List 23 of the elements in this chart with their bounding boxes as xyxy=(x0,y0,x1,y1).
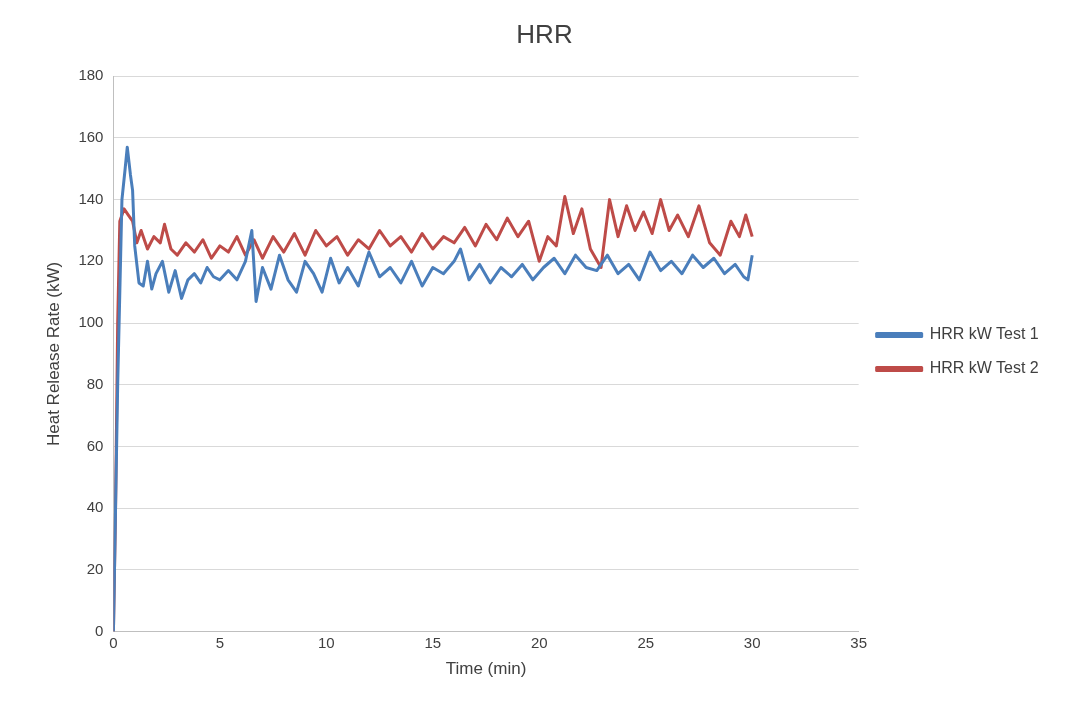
x-tick-label: 15 xyxy=(424,633,442,651)
y-tick-label: 40 xyxy=(86,498,104,516)
x-tick-label: 0 xyxy=(109,633,118,651)
x-axis-title: Time (min) xyxy=(445,659,527,679)
y-tick-label: 80 xyxy=(86,374,104,392)
y-tick-label: 20 xyxy=(86,560,104,578)
x-tick-label: 10 xyxy=(318,633,335,651)
y-tick-label: 180 xyxy=(78,66,104,84)
y-tick-label: 160 xyxy=(78,128,104,146)
legend-label: HRR kW Test 1 xyxy=(929,325,1039,343)
y-tick-label: 0 xyxy=(95,621,104,639)
y-tick-label: 60 xyxy=(86,436,104,454)
y-tick-label: 140 xyxy=(78,189,104,207)
y-tick-label: 100 xyxy=(78,313,104,331)
x-tick-label: 25 xyxy=(637,633,655,651)
legend-label: HRR kW Test 2 xyxy=(929,359,1039,377)
y-axis-title: Heat Release Rate (kW) xyxy=(43,261,63,447)
x-tick-label: 35 xyxy=(850,633,867,651)
x-tick-label: 5 xyxy=(215,633,225,651)
x-tick-label: 30 xyxy=(743,633,761,651)
x-tick-label: 20 xyxy=(530,633,548,651)
y-tick-label: 120 xyxy=(78,251,104,269)
chart-title: HRR xyxy=(516,18,573,49)
